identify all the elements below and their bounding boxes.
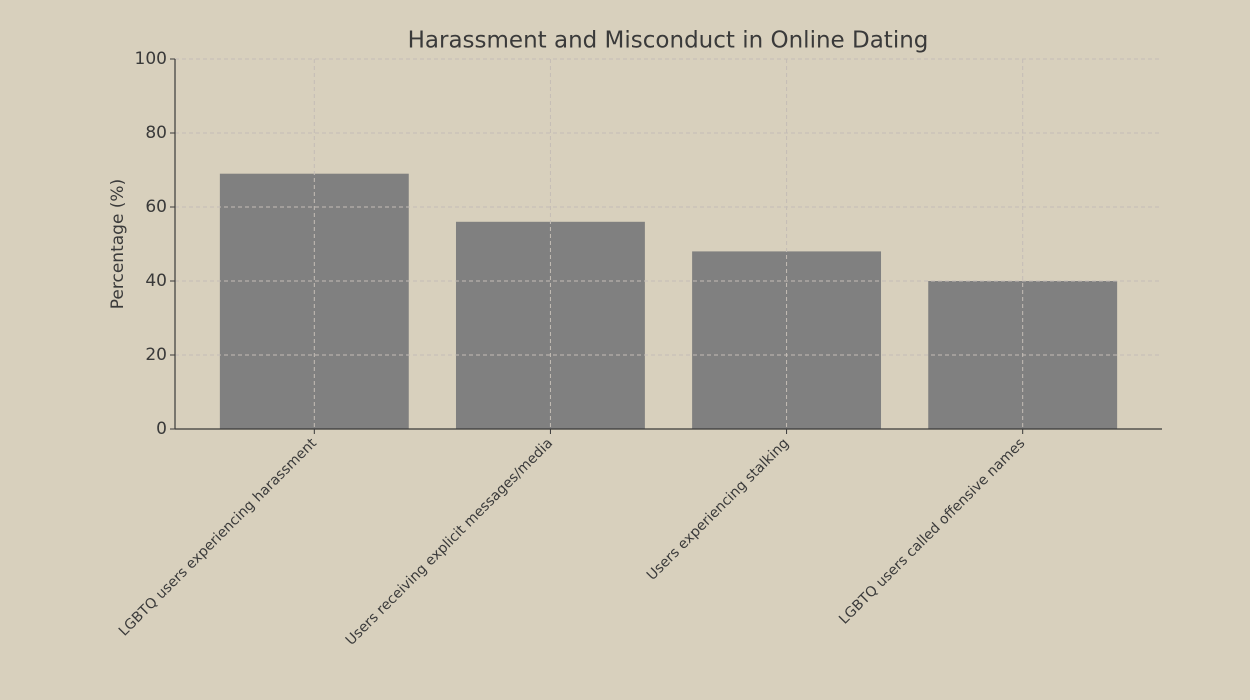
y-tick-label: 20: [145, 345, 167, 365]
y-tick-label: 0: [156, 419, 167, 439]
y-tick-label: 60: [145, 197, 167, 217]
chart-title: Harassment and Misconduct in Online Dati…: [408, 28, 929, 54]
y-tick-label: 100: [135, 49, 167, 69]
y-axis-label: Percentage (%): [108, 179, 128, 309]
y-tick-label: 80: [145, 123, 167, 143]
y-tick-label: 40: [145, 271, 167, 291]
